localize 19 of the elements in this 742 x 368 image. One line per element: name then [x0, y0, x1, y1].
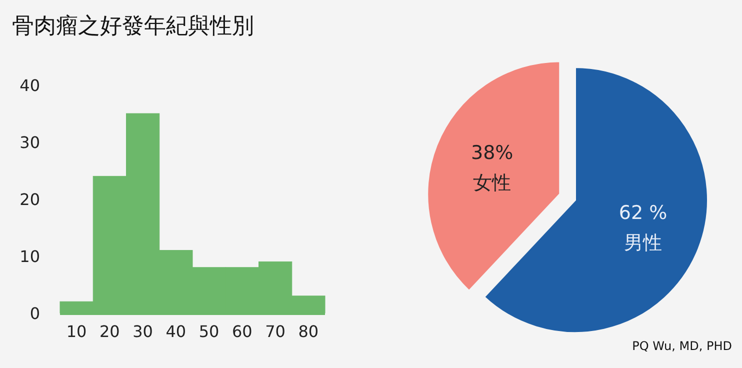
y-tick-label: 0 [30, 304, 40, 323]
x-tick-label: 10 [66, 322, 87, 341]
y-tick-label: 10 [20, 247, 40, 266]
x-tick-label: 20 [100, 322, 120, 341]
y-tick-label: 40 [20, 76, 40, 95]
text: PQ Wu, MD, PHD [632, 339, 732, 353]
x-tick-label: 70 [265, 322, 286, 341]
x-tick-label: 30 [132, 322, 153, 341]
x-tick-label: 40 [166, 322, 186, 341]
chart-title: 骨肉瘤之好發年紀與性別 [12, 14, 254, 39]
data-label: 62 % [618, 202, 668, 224]
slice-label: 男性 [624, 232, 662, 254]
slice-label: 女性 [473, 172, 512, 194]
data-label: 38% [470, 142, 514, 164]
y-tick-label: 30 [20, 133, 40, 152]
x-tick-label: 50 [198, 322, 220, 341]
y-tick-label: 20 [20, 190, 40, 209]
x-tick-label: 60 [232, 322, 252, 341]
x-tick-label: 80 [298, 322, 319, 341]
